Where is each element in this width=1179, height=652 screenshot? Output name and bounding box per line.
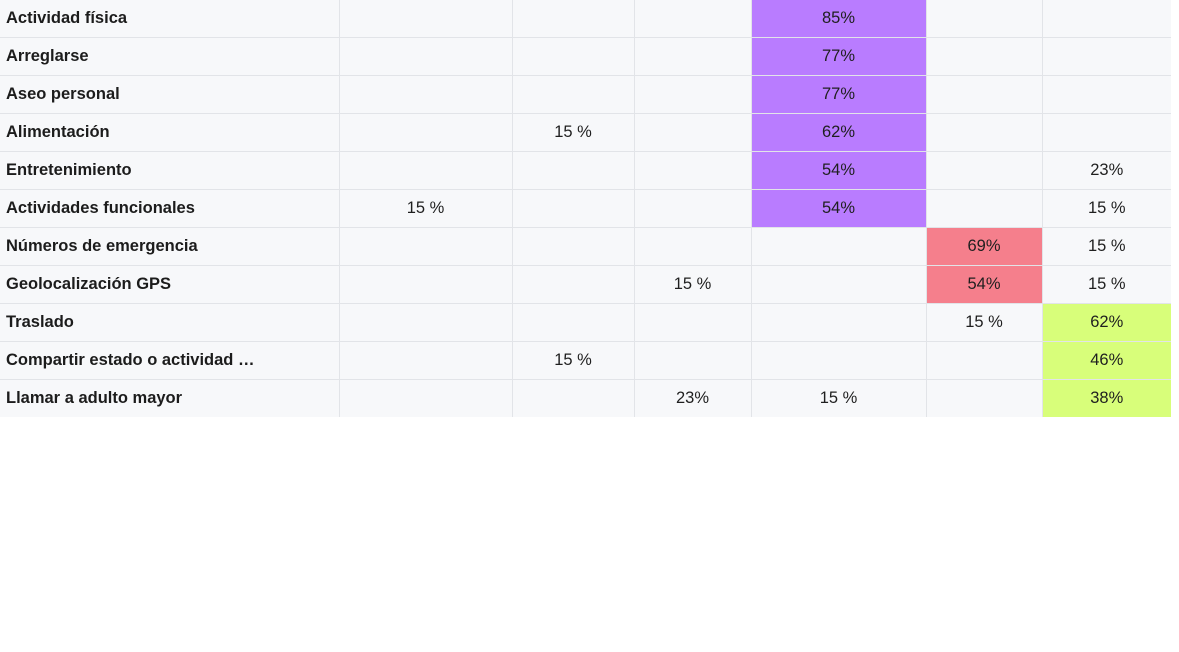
- table-cell: [751, 265, 927, 304]
- table-row: Alimentación 15 % 62%: [0, 113, 1171, 152]
- table-cell: [512, 227, 635, 266]
- table-row: Aseo personal 77%: [0, 75, 1171, 114]
- table-cell: [926, 379, 1043, 417]
- highlighted-cell: 62%: [751, 113, 927, 152]
- table-cell: 15 %: [1042, 265, 1171, 304]
- table-row: Arreglarse 77%: [0, 37, 1171, 76]
- table-cell: [926, 341, 1043, 380]
- table-cell: 23%: [1042, 151, 1171, 190]
- table-row: Entretenimiento 54% 23%: [0, 151, 1171, 190]
- row-label: Aseo personal: [0, 75, 340, 114]
- table-cell: [926, 37, 1043, 76]
- table-cell: 15 %: [1042, 227, 1171, 266]
- table-cell: [634, 341, 752, 380]
- table-cell: [1042, 37, 1171, 76]
- table-cell: 15 %: [512, 341, 635, 380]
- table-cell: [926, 113, 1043, 152]
- table-cell: [512, 379, 635, 417]
- table-cell: [339, 227, 513, 266]
- table-cell: [634, 227, 752, 266]
- table-cell: [339, 379, 513, 417]
- table-cell: [512, 37, 635, 76]
- row-label: Llamar a adulto mayor: [0, 379, 340, 417]
- table-cell: [512, 189, 635, 228]
- table-cell: [1042, 75, 1171, 114]
- table-cell: 15 %: [634, 265, 752, 304]
- table-cell: 15 %: [926, 303, 1043, 342]
- table-cell: [512, 0, 635, 38]
- row-label: Números de emergencia: [0, 227, 340, 266]
- table-row: Compartir estado o actividad … 15 % 46%: [0, 341, 1171, 380]
- highlighted-cell: 77%: [751, 37, 927, 76]
- table-cell: [634, 113, 752, 152]
- table-row: Números de emergencia 69% 15 %: [0, 227, 1171, 266]
- table-cell: [339, 303, 513, 342]
- table-body: Actividad física 85% Arreglarse 77% Aseo per…: [0, 0, 1171, 417]
- table-cell: [634, 0, 752, 38]
- table-cell: [339, 113, 513, 152]
- highlighted-cell: 54%: [751, 189, 927, 228]
- table-cell: 23%: [634, 379, 752, 417]
- results-table: Actividad física 85% Arreglarse 77% Aseo per…: [0, 0, 1171, 417]
- table-cell: [339, 0, 513, 38]
- row-label: Entretenimiento: [0, 151, 340, 190]
- row-label: Actividades funcionales: [0, 189, 340, 228]
- table-row: Traslado 15 % 62%: [0, 303, 1171, 342]
- table-cell: [512, 151, 635, 190]
- row-label: Actividad física: [0, 0, 340, 38]
- highlighted-cell: 54%: [751, 151, 927, 190]
- table-cell: [926, 75, 1043, 114]
- table-row: Llamar a adulto mayor 23% 15 % 38%: [0, 379, 1171, 417]
- table-cell: [926, 151, 1043, 190]
- highlighted-cell: 69%: [926, 227, 1043, 266]
- table-cell: [634, 303, 752, 342]
- table-cell: [926, 189, 1043, 228]
- table-cell: [634, 151, 752, 190]
- table-row: Actividad física 85%: [0, 0, 1171, 38]
- highlighted-cell: 38%: [1042, 379, 1171, 417]
- table-cell: 15 %: [512, 113, 635, 152]
- highlighted-cell: 54%: [926, 265, 1043, 304]
- row-label: Arreglarse: [0, 37, 340, 76]
- table-cell: 15 %: [1042, 189, 1171, 228]
- table-cell: [1042, 113, 1171, 152]
- highlighted-cell: 46%: [1042, 341, 1171, 380]
- table-cell: 15 %: [339, 189, 513, 228]
- row-label: Traslado: [0, 303, 340, 342]
- table-cell: [512, 265, 635, 304]
- table-cell: [512, 75, 635, 114]
- row-label: Alimentación: [0, 113, 340, 152]
- highlighted-cell: 77%: [751, 75, 927, 114]
- table-cell: [751, 303, 927, 342]
- table-row: Actividades funcionales 15 % 54% 15 %: [0, 189, 1171, 228]
- table-cell: [926, 0, 1043, 38]
- table-cell: [339, 75, 513, 114]
- table-cell: [339, 265, 513, 304]
- row-label: Geolocalización GPS: [0, 265, 340, 304]
- table-cell: [634, 37, 752, 76]
- table-cell: [339, 37, 513, 76]
- table-cell: [339, 151, 513, 190]
- table-cell: [751, 341, 927, 380]
- row-label: Compartir estado o actividad …: [0, 341, 340, 380]
- table-cell: [512, 303, 635, 342]
- highlighted-cell: 62%: [1042, 303, 1171, 342]
- table-row: Geolocalización GPS 15 % 54% 15 %: [0, 265, 1171, 304]
- results-table-container: Actividad física 85% Arreglarse 77% Aseo per…: [0, 0, 1171, 417]
- table-cell: 15 %: [751, 379, 927, 417]
- table-cell: [1042, 0, 1171, 38]
- table-cell: [751, 227, 927, 266]
- table-cell: [634, 75, 752, 114]
- highlighted-cell: 85%: [751, 0, 927, 38]
- table-cell: [634, 189, 752, 228]
- table-cell: [339, 341, 513, 380]
